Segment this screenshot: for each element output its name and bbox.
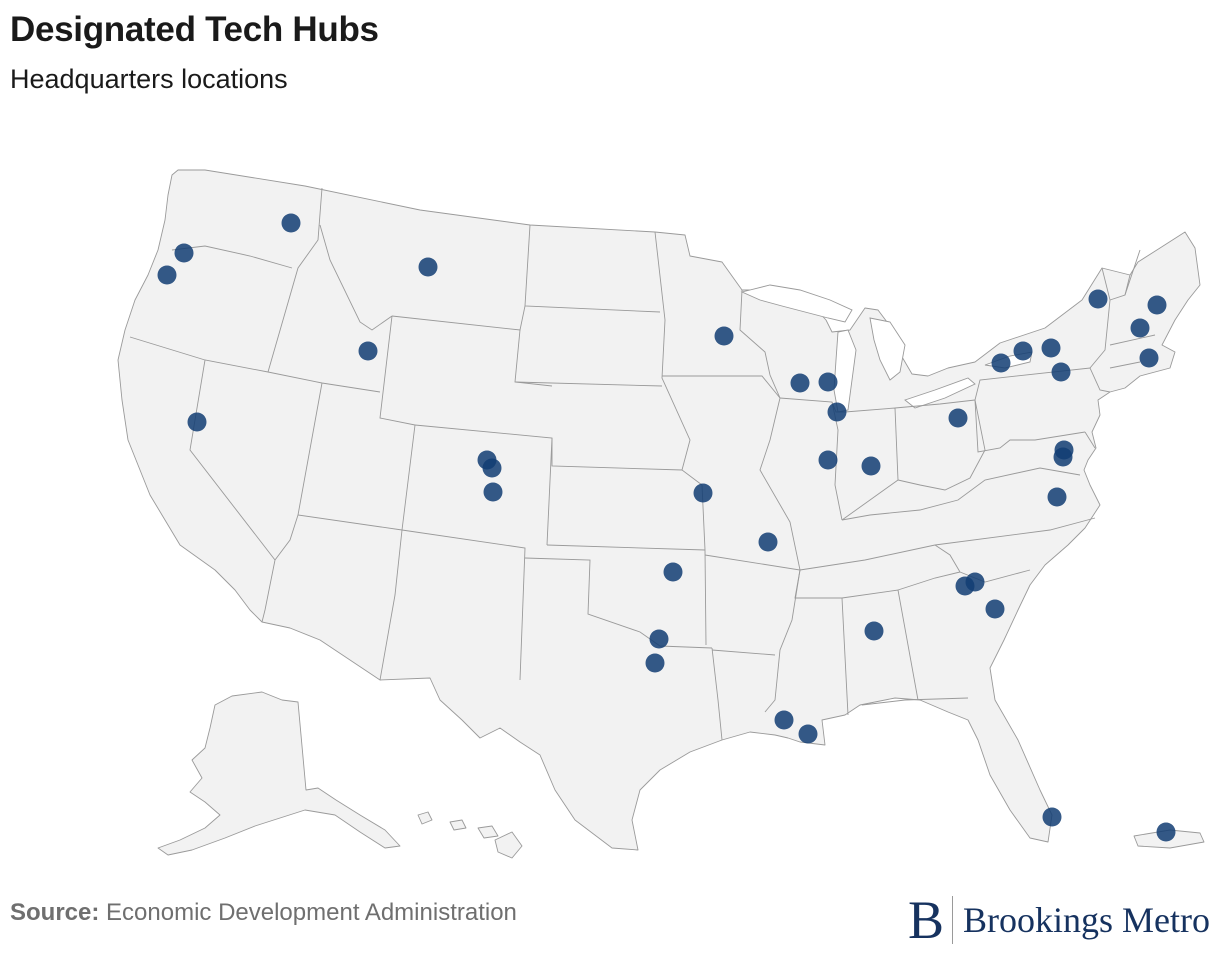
source-label: Source: xyxy=(10,899,100,926)
chart-title: Designated Tech Hubs xyxy=(10,10,379,49)
hub-marker xyxy=(649,629,669,649)
hub-marker xyxy=(985,599,1005,619)
hub-marker xyxy=(174,243,194,263)
hub-marker xyxy=(482,458,502,478)
hub-marker xyxy=(1147,295,1167,315)
hub-marker xyxy=(1042,807,1062,827)
state-borders xyxy=(129,187,1156,741)
hub-marker xyxy=(281,213,301,233)
chart-subtitle: Headquarters locations xyxy=(10,64,288,94)
hub-marker xyxy=(864,621,884,641)
hub-marker xyxy=(965,572,985,592)
hub-marker xyxy=(1139,348,1159,368)
hub-marker xyxy=(827,402,847,422)
hub-marker xyxy=(1156,822,1176,842)
us-map xyxy=(0,150,1220,870)
alaska xyxy=(157,691,401,856)
hub-marker xyxy=(187,412,207,432)
hub-marker xyxy=(948,408,968,428)
lake-erie xyxy=(904,377,976,409)
hub-markers xyxy=(157,213,1176,842)
brookings-metro-logo: B Brookings Metro xyxy=(908,892,1210,948)
hub-marker xyxy=(645,653,665,673)
hub-marker xyxy=(693,483,713,503)
hub-marker xyxy=(358,341,378,361)
source-note: Source: Economic Development Administrat… xyxy=(10,899,517,927)
us-map-svg xyxy=(117,169,1205,859)
hub-marker xyxy=(790,373,810,393)
logo-wordmark: Brookings Metro xyxy=(963,900,1210,940)
hawaii-oahu xyxy=(449,819,467,831)
hub-marker xyxy=(1041,338,1061,358)
logo-divider xyxy=(952,896,953,944)
hub-marker xyxy=(798,724,818,744)
land-layer xyxy=(117,169,1205,859)
hub-marker xyxy=(774,710,794,730)
hub-marker xyxy=(1047,487,1067,507)
hub-marker xyxy=(991,353,1011,373)
hub-marker xyxy=(861,456,881,476)
hub-marker xyxy=(157,265,177,285)
hawaii-kauai xyxy=(417,811,433,825)
hub-marker xyxy=(1013,341,1033,361)
hub-marker xyxy=(714,326,734,346)
hub-marker xyxy=(483,482,503,502)
hub-marker xyxy=(818,450,838,470)
hawaii-big-island xyxy=(494,831,523,859)
hub-marker xyxy=(1130,318,1150,338)
lake-michigan xyxy=(833,329,857,413)
lake-superior xyxy=(740,284,853,323)
hub-marker xyxy=(1088,289,1108,309)
hub-marker xyxy=(1053,447,1073,467)
hub-marker xyxy=(663,562,683,582)
hub-marker xyxy=(418,257,438,277)
lake-huron xyxy=(869,317,906,381)
hub-marker xyxy=(1051,362,1071,382)
hub-marker xyxy=(818,372,838,392)
hub-marker xyxy=(758,532,778,552)
brookings-b-mark: B xyxy=(907,890,944,950)
hawaii-maui xyxy=(477,825,499,839)
source-text: Economic Development Administration xyxy=(106,899,517,926)
